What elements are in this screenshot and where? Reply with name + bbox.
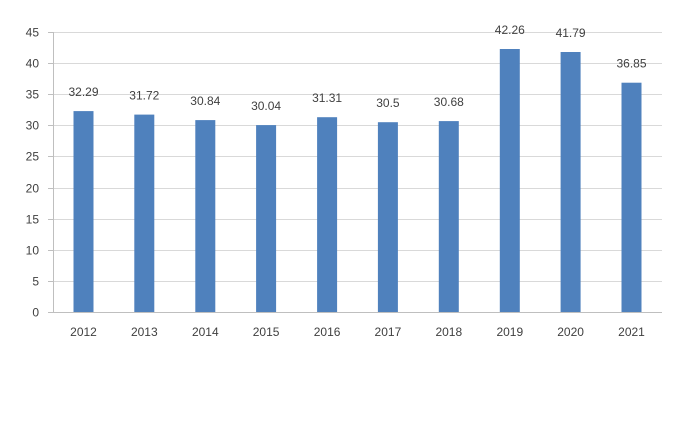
y-tick-label: 30 — [26, 119, 40, 133]
data-label-2014: 30.84 — [190, 94, 220, 108]
data-label-2016: 31.31 — [312, 91, 342, 105]
bar-2021 — [621, 82, 642, 312]
bar-2016 — [317, 117, 338, 312]
bar-2020 — [560, 52, 581, 312]
bar-2015 — [256, 125, 277, 312]
x-tick-label-2021: 2021 — [618, 325, 645, 339]
y-tick-label: 45 — [26, 26, 40, 40]
gridlines — [53, 32, 662, 282]
x-tick-label-2017: 2017 — [375, 325, 402, 339]
x-tick-labels: 2012 2013 2014 2015 2016 2017 2018 2019 2020 2021 — [70, 325, 645, 339]
bar-2014 — [195, 120, 216, 312]
y-tick-label: 15 — [26, 213, 40, 227]
x-tick-label-2018: 2018 — [435, 325, 462, 339]
axes — [48, 32, 662, 313]
x-tick-label-2019: 2019 — [496, 325, 523, 339]
bar-2019 — [499, 49, 520, 312]
y-tick-label: 20 — [26, 182, 40, 196]
x-tick-label-2015: 2015 — [253, 325, 280, 339]
y-tick-label: 10 — [26, 244, 40, 258]
bar-2013 — [134, 114, 155, 312]
y-tick-label: 40 — [26, 57, 40, 71]
data-label-2018: 30.68 — [434, 95, 464, 109]
y-tick-label: 35 — [26, 88, 40, 102]
y-tick-label: 25 — [26, 150, 40, 164]
bar-2012 — [73, 111, 94, 312]
bar-2017 — [377, 122, 398, 312]
y-tick-label: 5 — [32, 275, 39, 289]
data-label-2019: 42.26 — [495, 23, 525, 37]
bar-2018 — [438, 121, 459, 312]
x-tick-label-2013: 2013 — [131, 325, 158, 339]
data-label-2013: 31.72 — [129, 89, 159, 103]
x-tick-label-2012: 2012 — [70, 325, 97, 339]
y-tick-labels: 0 5 10 15 20 25 30 35 40 45 — [26, 26, 40, 320]
data-label-2020: 41.79 — [556, 26, 586, 40]
data-label-2021: 36.85 — [616, 57, 646, 71]
y-tick-label: 0 — [32, 306, 39, 320]
x-tick-label-2020: 2020 — [557, 325, 584, 339]
data-label-2017: 30.5 — [376, 96, 400, 110]
data-label-2015: 30.04 — [251, 99, 281, 113]
x-tick-label-2016: 2016 — [314, 325, 341, 339]
data-labels: 32.29 31.72 30.84 30.04 31.31 30.5 30.68 42.26 4… — [68, 23, 646, 113]
x-tick-label-2014: 2014 — [192, 325, 219, 339]
data-label-2012: 32.29 — [68, 85, 98, 99]
bars — [73, 49, 642, 312]
